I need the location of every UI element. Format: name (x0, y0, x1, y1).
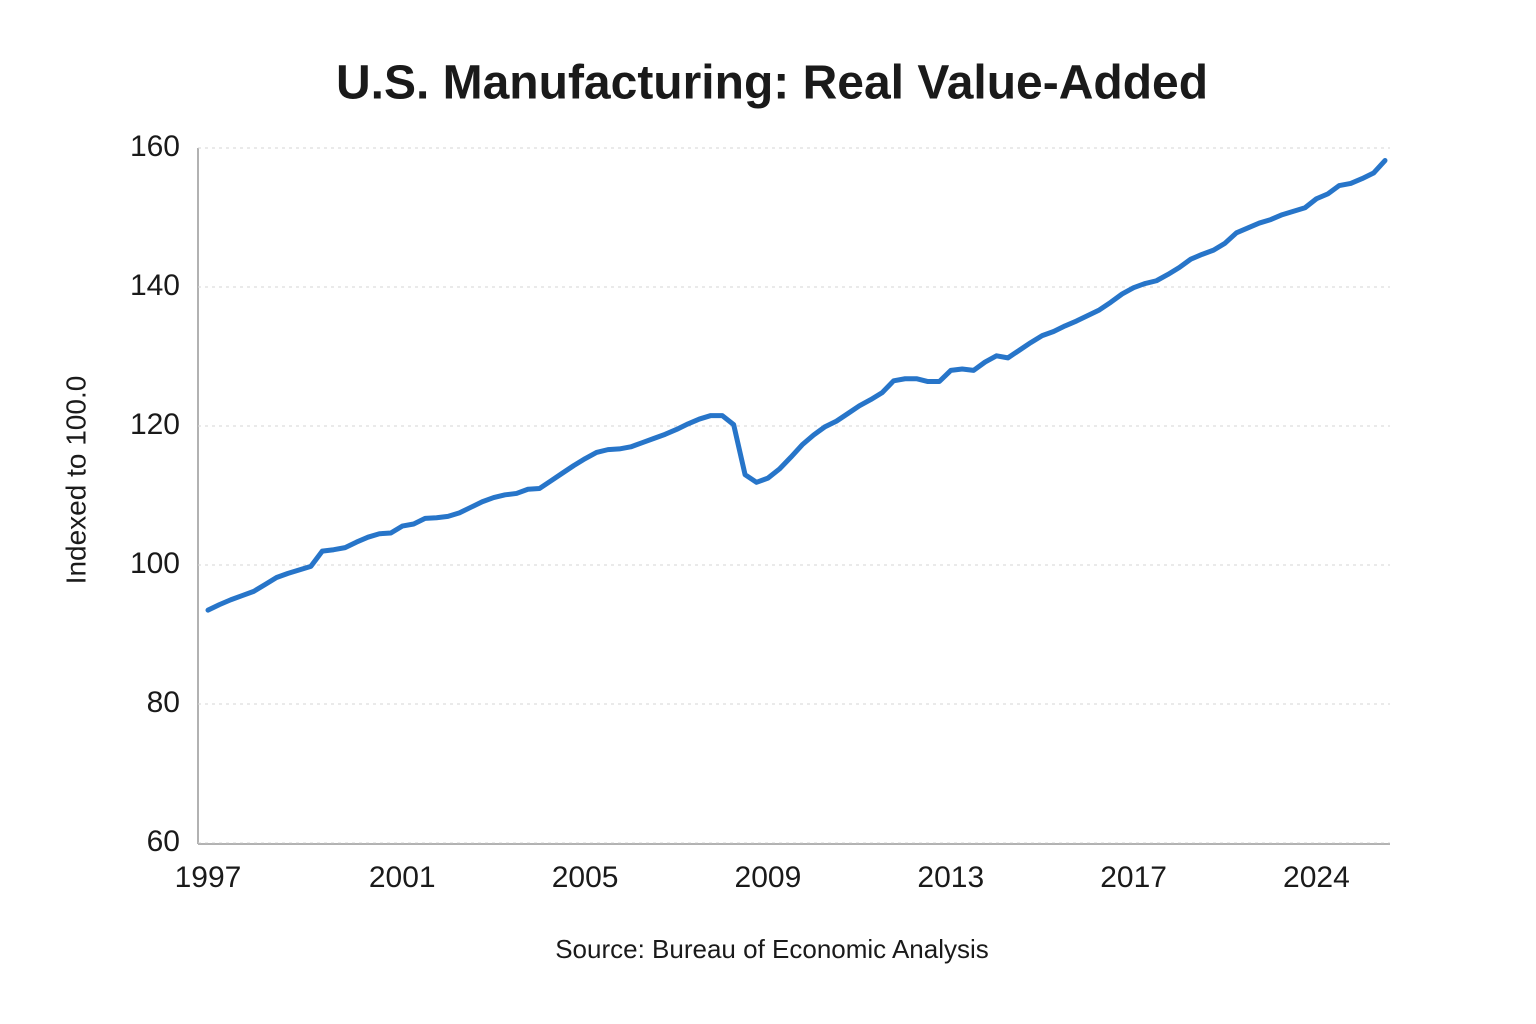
data-line (205, 158, 1388, 613)
y-tick-label: 120 (130, 408, 180, 441)
x-tick-label: 2017 (1100, 861, 1167, 894)
y-tick-label: 60 (147, 825, 180, 858)
y-tick-label: 80 (147, 686, 180, 719)
source-note: Source: Bureau of Economic Analysis (555, 934, 989, 964)
x-tick-label: 2001 (369, 861, 436, 894)
y-tick-label: 140 (130, 269, 180, 302)
x-tick-label: 2024 (1283, 861, 1350, 894)
x-tick-label: 2009 (735, 861, 802, 894)
x-tick-label: 2005 (552, 861, 619, 894)
chart-title: U.S. Manufacturing: Real Value-Added (336, 57, 1208, 110)
y-tick-label: 160 (130, 130, 180, 163)
x-tick-label: 2013 (917, 861, 984, 894)
y-axis-label: Indexed to 100.0 (60, 376, 91, 585)
x-tick-label: 1997 (175, 861, 242, 894)
y-tick-label: 100 (130, 547, 180, 580)
